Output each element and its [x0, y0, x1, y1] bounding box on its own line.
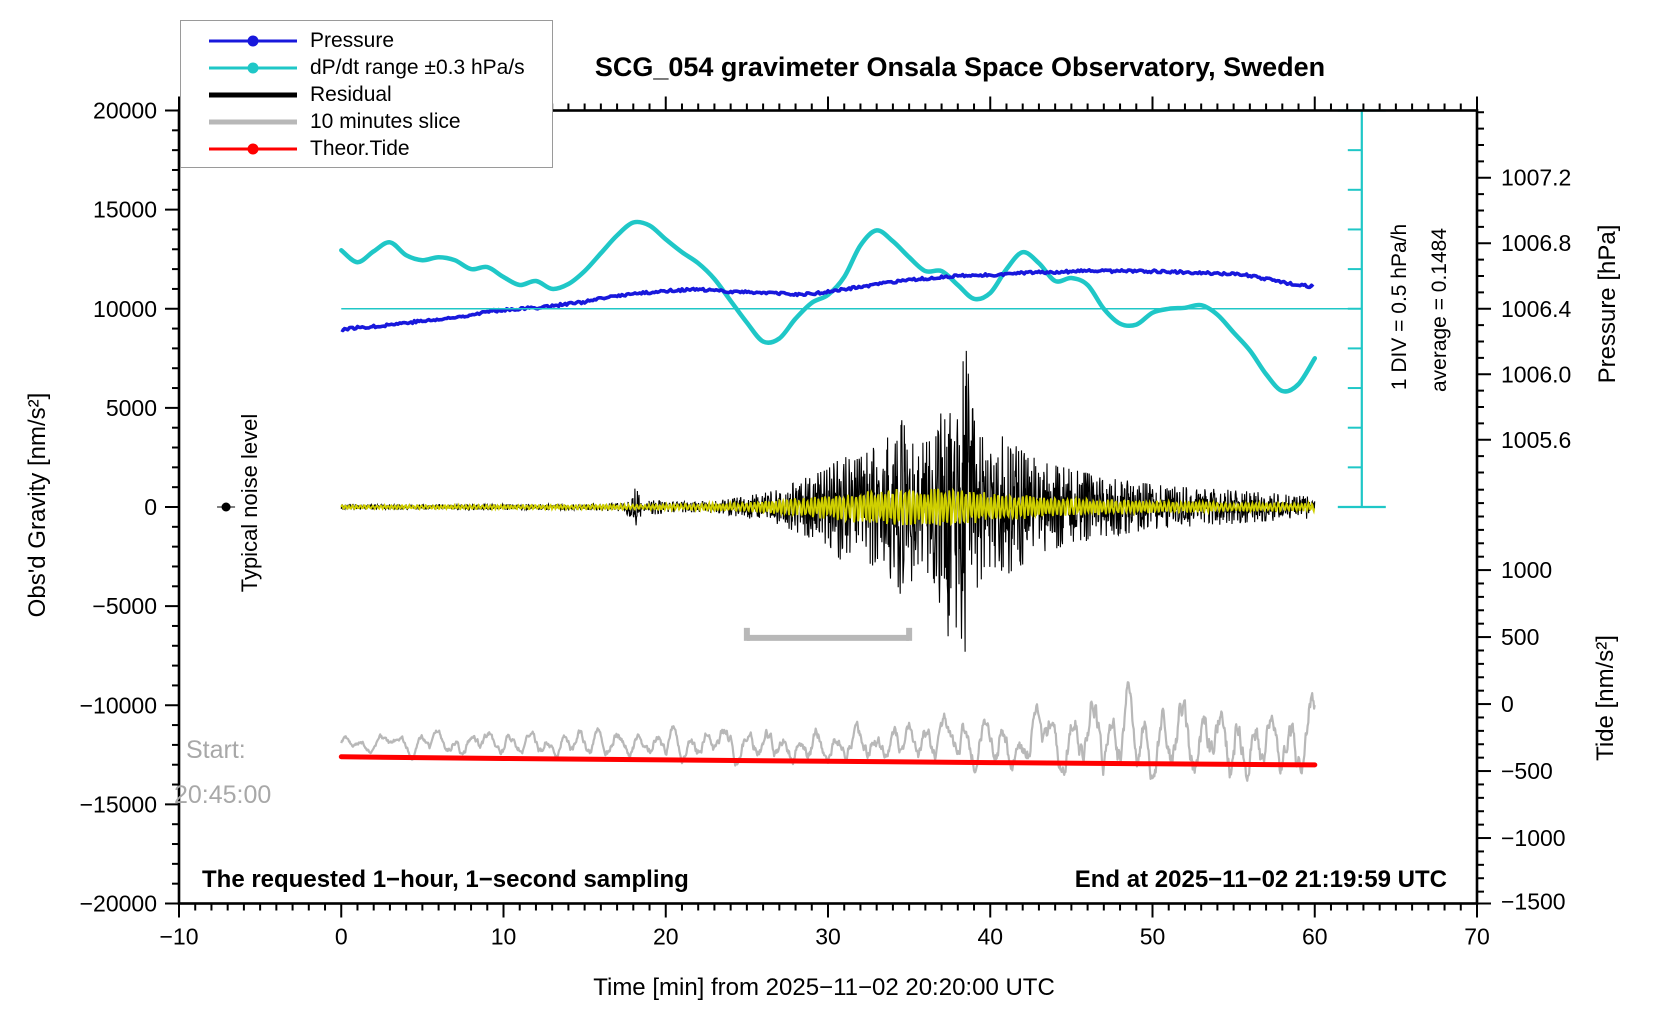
- legend: Pressure dP/dt range ±0.3 hPa/s Residual…: [180, 20, 553, 168]
- svg-text:70: 70: [1464, 924, 1490, 950]
- svg-text:−10000: −10000: [80, 692, 157, 718]
- svg-text:0: 0: [335, 924, 348, 950]
- svg-text:1006.0: 1006.0: [1501, 361, 1571, 387]
- legend-item-3: 10 minutes slice: [181, 108, 552, 135]
- svg-text:−15000: −15000: [80, 791, 157, 817]
- svg-text:30: 30: [815, 924, 841, 950]
- svg-text:60: 60: [1302, 924, 1328, 950]
- svg-text:0: 0: [144, 494, 157, 520]
- average-value-label: average = 0.1484: [1428, 227, 1451, 393]
- div-scale-label: 1 DIV = 0.5 hPa/h: [1388, 223, 1411, 391]
- svg-text:50: 50: [1140, 924, 1166, 950]
- svg-text:10000: 10000: [93, 296, 157, 322]
- legend-label-dpdt: dP/dt range ±0.3 hPa/s: [310, 55, 525, 79]
- svg-text:15000: 15000: [93, 197, 157, 223]
- time-axis-title: Time [min] from 2025−11−02 20:20:00 UTC: [593, 974, 1055, 1001]
- svg-text:0: 0: [1501, 691, 1514, 717]
- svg-text:10: 10: [491, 924, 517, 950]
- svg-text:1006.8: 1006.8: [1501, 230, 1571, 256]
- legend-item-0: Pressure: [181, 27, 552, 54]
- start-time-value: 20:45:00: [174, 781, 272, 809]
- legend-item-2: Residual: [181, 81, 552, 108]
- tide-axis-title: Tide [nm/s²]: [1592, 635, 1619, 761]
- legend-label-slice: 10 minutes slice: [310, 109, 461, 133]
- legend-label-tide: Theor.Tide: [310, 136, 410, 160]
- svg-text:20: 20: [653, 924, 679, 950]
- svg-text:−5000: −5000: [92, 593, 157, 619]
- tide-line-sample-icon: [209, 142, 297, 156]
- svg-text:20000: 20000: [93, 98, 157, 124]
- svg-text:1006.4: 1006.4: [1501, 296, 1572, 322]
- pressure-line-sample-icon: [209, 34, 297, 48]
- svg-text:−1500: −1500: [1501, 889, 1566, 915]
- typical-noise-level-label: Typical noise level: [237, 413, 262, 593]
- residual-line-sample-icon: [209, 88, 297, 102]
- legend-item-1: dP/dt range ±0.3 hPa/s: [181, 54, 552, 81]
- svg-text:1005.6: 1005.6: [1501, 427, 1571, 453]
- gravity-axis-title: Obs'd Gravity [nm/s²]: [24, 392, 51, 618]
- svg-text:5000: 5000: [106, 395, 157, 421]
- svg-text:1000: 1000: [1501, 557, 1552, 583]
- slice-line-sample-icon: [209, 115, 297, 129]
- pressure-axis-title: Pressure [hPa]: [1594, 224, 1621, 384]
- legend-label-pressure: Pressure: [310, 28, 395, 52]
- svg-text:−500: −500: [1501, 758, 1553, 784]
- svg-text:1007.2: 1007.2: [1501, 165, 1571, 191]
- sampling-note: The requested 1−hour, 1−second sampling: [202, 866, 689, 893]
- start-label: Start:: [186, 736, 246, 764]
- svg-text:40: 40: [977, 924, 1003, 950]
- svg-text:−10: −10: [159, 924, 198, 950]
- end-time-note: End at 2025−11−02 21:19:59 UTC: [1074, 866, 1447, 893]
- svg-text:500: 500: [1501, 624, 1539, 650]
- svg-text:−20000: −20000: [80, 891, 157, 917]
- legend-item-4: Theor.Tide: [181, 135, 552, 162]
- legend-label-residual: Residual: [310, 82, 392, 106]
- dpdt-line-sample-icon: [209, 61, 297, 75]
- page-title: SCG_054 gravimeter Onsala Space Observat…: [594, 52, 1326, 82]
- svg-text:−1000: −1000: [1501, 825, 1566, 851]
